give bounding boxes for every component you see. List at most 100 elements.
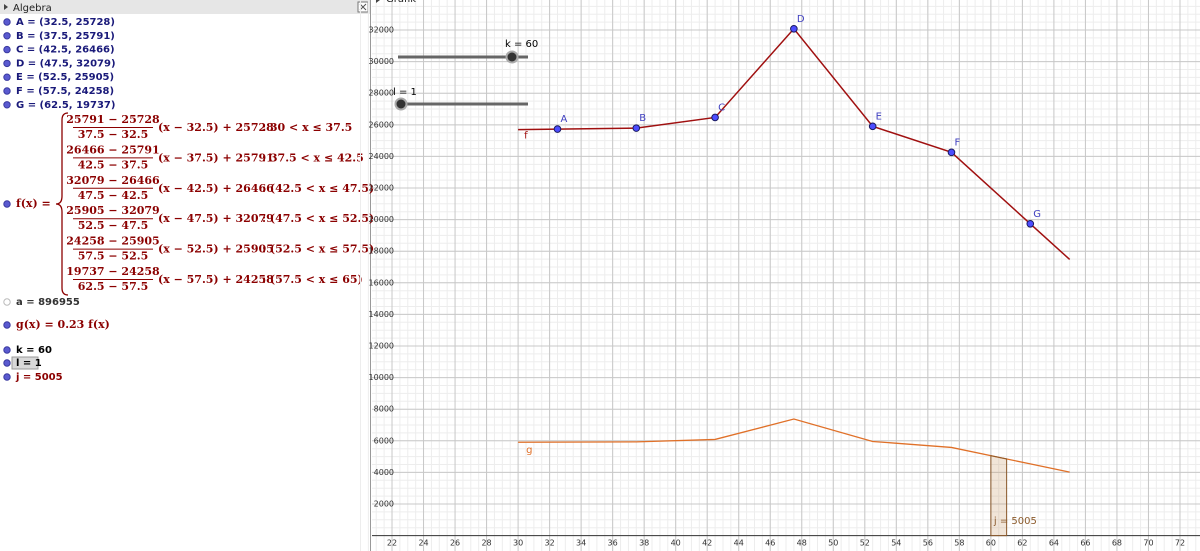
point-definition: A = (32.5, 25728)	[16, 17, 115, 28]
graphics-view: 22 24 26 28 30 32 34 36 38 40 42 44 46 48 50 52 54 56 58 60…	[359, 0, 1200, 551]
integral-label: j = 5005	[993, 516, 1037, 527]
point[interactable]	[553, 125, 562, 133]
expression: (x − 52.5) + 25905	[158, 243, 274, 256]
close-icon	[359, 3, 367, 11]
collapse-icon[interactable]	[4, 4, 8, 10]
visibility-toggle[interactable]	[3, 373, 11, 381]
slider-knob[interactable]	[394, 97, 408, 111]
point-label: C	[718, 102, 725, 113]
collapse-icon[interactable]	[376, 0, 380, 3]
x-tick-label: 56	[923, 539, 933, 548]
y-tick-label: 4000	[374, 468, 394, 477]
x-tick-label: 38	[639, 539, 649, 548]
point[interactable]	[868, 122, 877, 131]
numerator: 25905 − 32079	[66, 204, 159, 217]
denominator: 52.5 − 47.5	[78, 219, 148, 232]
point[interactable]	[790, 24, 798, 33]
point-definition: G = (62.5, 19737)	[16, 100, 115, 111]
point[interactable]	[947, 148, 956, 157]
y-tick-label: 16000	[369, 278, 394, 287]
visibility-toggle[interactable]	[3, 321, 11, 329]
x-tick-label: 26	[450, 539, 460, 548]
x-tick-label: 54	[891, 539, 901, 548]
denominator: 42.5 − 37.5	[78, 158, 148, 171]
numerator: 26466 − 25791	[66, 143, 159, 156]
denominator: 62.5 − 57.5	[78, 280, 148, 293]
x-tick-label: 34	[576, 539, 586, 548]
y-tick-label: 22000	[369, 184, 394, 193]
numerator: 32079 − 26466	[66, 174, 160, 187]
point-definition: E = (52.5, 25905)	[16, 72, 114, 83]
numerator: 25791 − 25728	[66, 113, 160, 126]
visibility-toggle[interactable]	[3, 101, 11, 109]
visibility-toggle[interactable]	[3, 346, 11, 354]
x-tick-label: 24	[418, 539, 428, 548]
integral-definition: j = 5005	[15, 372, 63, 383]
point-label: G	[1033, 209, 1041, 220]
slider-knob[interactable]	[505, 50, 519, 64]
x-tick-label: 62	[1017, 539, 1027, 548]
slider-definition: k = 60	[16, 345, 52, 356]
y-tick-label: 28000	[369, 89, 394, 98]
condition: : (52.5 < x ≤ 57.5)	[262, 243, 374, 256]
expression: (x − 57.5) + 24258	[158, 273, 274, 286]
point-label: F	[954, 137, 960, 148]
y-tick-label: 14000	[369, 310, 394, 319]
expression: (x − 47.5) + 32079	[158, 212, 274, 225]
condition: : (47.5 < x ≤ 52.5)	[262, 212, 374, 225]
point-definition: B = (37.5, 25791)	[16, 31, 115, 42]
brace	[55, 112, 69, 296]
visibility-toggle[interactable]	[3, 200, 11, 208]
visibility-toggle[interactable]	[3, 87, 11, 95]
x-tick-label: 32	[545, 539, 555, 548]
x-tick-label: 36	[608, 539, 618, 548]
selection-highlight	[11, 356, 39, 370]
visibility-toggle[interactable]	[3, 18, 11, 26]
point-label: A	[560, 114, 567, 125]
denominator: 37.5 − 32.5	[78, 128, 148, 141]
expression: (x − 32.5) + 25728	[158, 121, 274, 134]
expression: (x − 37.5) + 25791	[158, 151, 274, 164]
denominator: 57.5 − 52.5	[78, 250, 148, 263]
visibility-toggle[interactable]	[3, 32, 11, 40]
y-tick-label: 10000	[369, 373, 394, 382]
point-label: D	[797, 14, 805, 25]
x-tick-label: 66	[1080, 539, 1090, 548]
denominator: 47.5 − 42.5	[78, 189, 148, 202]
function-definition: g(x) = 0.23 f(x)	[16, 318, 110, 331]
x-tick-label: 48	[797, 539, 807, 548]
visibility-toggle[interactable]	[3, 298, 11, 306]
point[interactable]	[711, 113, 719, 122]
visibility-toggle[interactable]	[3, 73, 11, 81]
x-tick-label: 70	[1143, 539, 1153, 548]
visibility-toggle[interactable]	[3, 45, 11, 54]
condition: : (42.5 < x ≤ 47.5)	[262, 182, 374, 195]
condition: : 30 < x ≤ 37.5	[262, 121, 352, 134]
numerator: 19737 − 24258	[66, 265, 160, 278]
visibility-toggle[interactable]	[3, 59, 11, 68]
x-tick-label: 68	[1112, 539, 1122, 548]
y-tick-label: 24000	[369, 152, 394, 161]
x-tick-label: 44	[734, 539, 744, 548]
point[interactable]	[632, 124, 641, 132]
slider-label: k = 60	[505, 39, 538, 50]
point-label: E	[876, 111, 882, 122]
y-tick-label: 6000	[374, 436, 394, 445]
point[interactable]	[1026, 219, 1035, 228]
point-definition: D = (47.5, 32079)	[16, 58, 116, 69]
x-tick-label: 30	[513, 539, 523, 548]
graphics-title: Grafik	[386, 0, 416, 5]
x-tick-label: 64	[1049, 539, 1059, 548]
point-definition: F = (57.5, 24258)	[16, 86, 114, 97]
y-tick-label: 18000	[369, 247, 394, 256]
y-tick-label: 12000	[369, 342, 394, 351]
function-label: f	[524, 131, 528, 142]
x-tick-label: 42	[702, 539, 712, 548]
x-tick-label: 60	[986, 539, 996, 548]
x-tick-label: 22	[387, 539, 397, 548]
number-definition: a = 896955	[16, 297, 80, 308]
y-tick-label: 2000	[374, 499, 394, 508]
numerator: 24258 − 25905	[66, 235, 159, 248]
x-tick-label: 72	[1175, 539, 1185, 548]
visibility-toggle[interactable]	[3, 359, 11, 367]
